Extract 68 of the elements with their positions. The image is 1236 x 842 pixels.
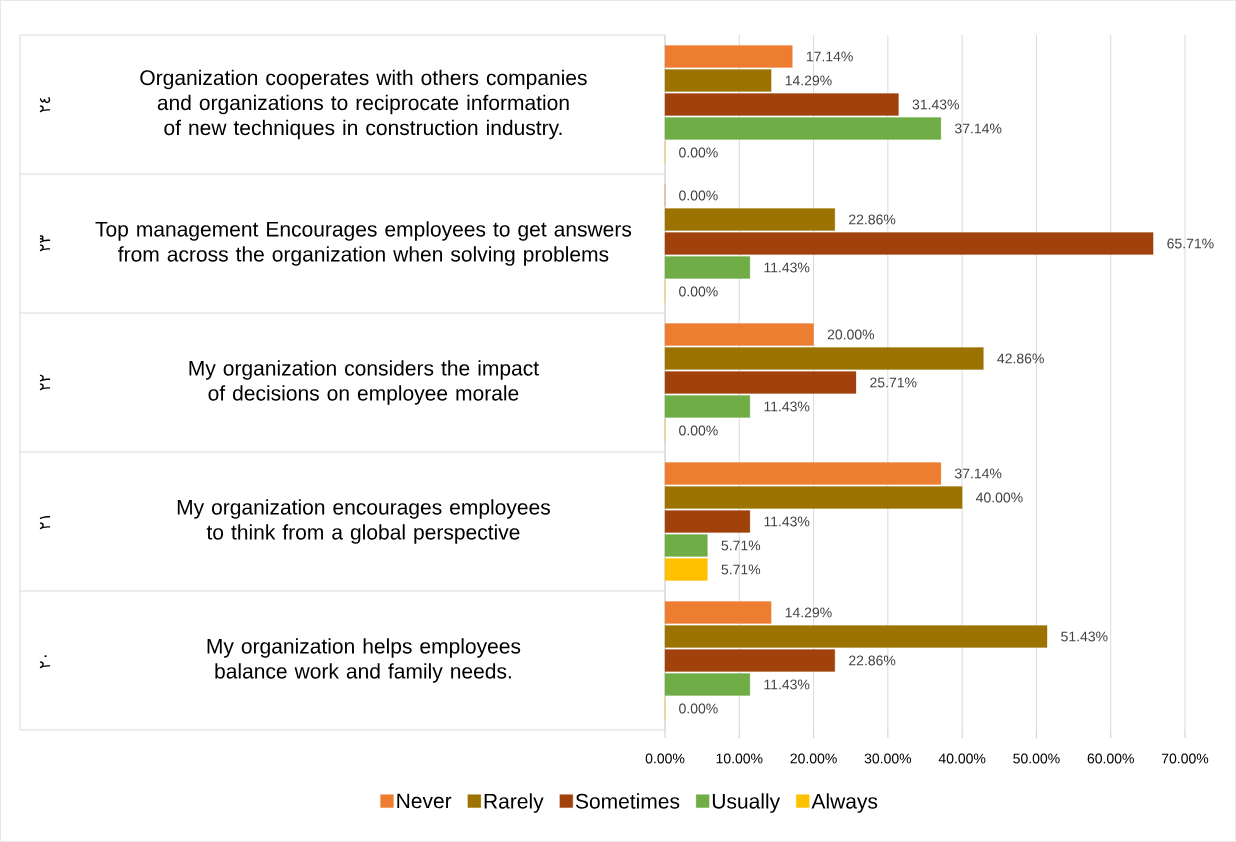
y-tick-label: My organization encourages employees to think from a global perspective: [177, 499, 550, 544]
bar: [664, 510, 751, 533]
data-label: 0.00%: [679, 190, 718, 201]
x-tick-label: 70.00%: [1161, 753, 1209, 764]
bar: [664, 93, 899, 116]
data-label: 11.43%: [764, 401, 810, 412]
text: ٢٢: [39, 374, 51, 391]
y-tick-label: Organization cooperates with others companies and organizations to reciprocate information of new techniques in construction industry.: [140, 69, 587, 140]
x-tick-label: 30.00%: [864, 753, 912, 764]
x-tick-label: 20.00%: [790, 753, 837, 764]
bar: [664, 558, 708, 581]
x-tick-label: 50.00%: [1013, 753, 1060, 764]
data-label: 37.14%: [954, 468, 1002, 479]
data-label: 42.86%: [997, 353, 1044, 364]
data-label: 51.43%: [1061, 631, 1108, 642]
bar: [664, 256, 751, 279]
x-tick-label: 40.00%: [938, 753, 986, 764]
data-label: 31.43%: [912, 99, 959, 110]
y-tick-label: My organization helps employees balance work and family needs.: [207, 638, 521, 683]
data-label: 40.00%: [975, 492, 1023, 503]
x-tick-label: 0.00%: [645, 753, 685, 764]
data-label: 0.00%: [679, 147, 718, 158]
bar: [664, 117, 942, 140]
data-label: 22.86%: [849, 655, 896, 666]
bar: [664, 371, 857, 394]
bar: [664, 45, 793, 68]
bar: [664, 534, 708, 557]
data-label: 14.29%: [785, 607, 832, 618]
y-tick-label: Top management Encourages employees to get answers from across the organization when solving problems: [95, 221, 632, 266]
bar: [664, 486, 963, 509]
bar: [664, 462, 942, 485]
legend-label: Sometimes: [575, 793, 680, 809]
data-label: 17.14%: [806, 51, 853, 62]
y-tick-label: My organization considers the impact of decisions on employee morale: [189, 360, 539, 405]
legend-label: Always: [811, 793, 878, 813]
bar: [664, 232, 1154, 255]
data-label: 11.43%: [764, 516, 810, 527]
data-label: 11.43%: [764, 262, 810, 273]
data-label: 0.00%: [679, 286, 718, 297]
text: ٢٣: [39, 235, 51, 252]
legend-label: Never: [397, 793, 452, 809]
text: ٢١: [39, 516, 51, 530]
data-label: 65.71%: [1167, 238, 1214, 249]
data-label: 37.14%: [954, 123, 1002, 134]
bar: [664, 347, 984, 370]
data-label: 5.71%: [721, 540, 761, 551]
data-label: 22.86%: [849, 214, 896, 225]
data-label: 0.00%: [679, 703, 718, 714]
legend-label: Usually: [712, 793, 781, 813]
data-label: 5.71%: [721, 564, 761, 575]
data-label: 14.29%: [785, 75, 832, 86]
x-tick-label: 10.00%: [716, 753, 763, 764]
data-label: 11.43%: [764, 679, 810, 690]
data-label: 25.71%: [870, 377, 917, 388]
legend-label: Rarely: [484, 793, 544, 813]
text: ٢٤: [39, 97, 51, 113]
bar: [664, 625, 1048, 648]
bar: [664, 395, 751, 418]
bar: [664, 673, 751, 696]
data-label: 0.00%: [679, 425, 718, 436]
bar: [664, 649, 835, 672]
bar: [664, 601, 772, 624]
bar: [664, 323, 814, 346]
x-tick-label: 60.00%: [1087, 753, 1134, 764]
bar: [664, 69, 772, 92]
text: ٢٠: [39, 655, 51, 669]
data-label: 20.00%: [827, 329, 875, 340]
bar: [664, 208, 835, 231]
